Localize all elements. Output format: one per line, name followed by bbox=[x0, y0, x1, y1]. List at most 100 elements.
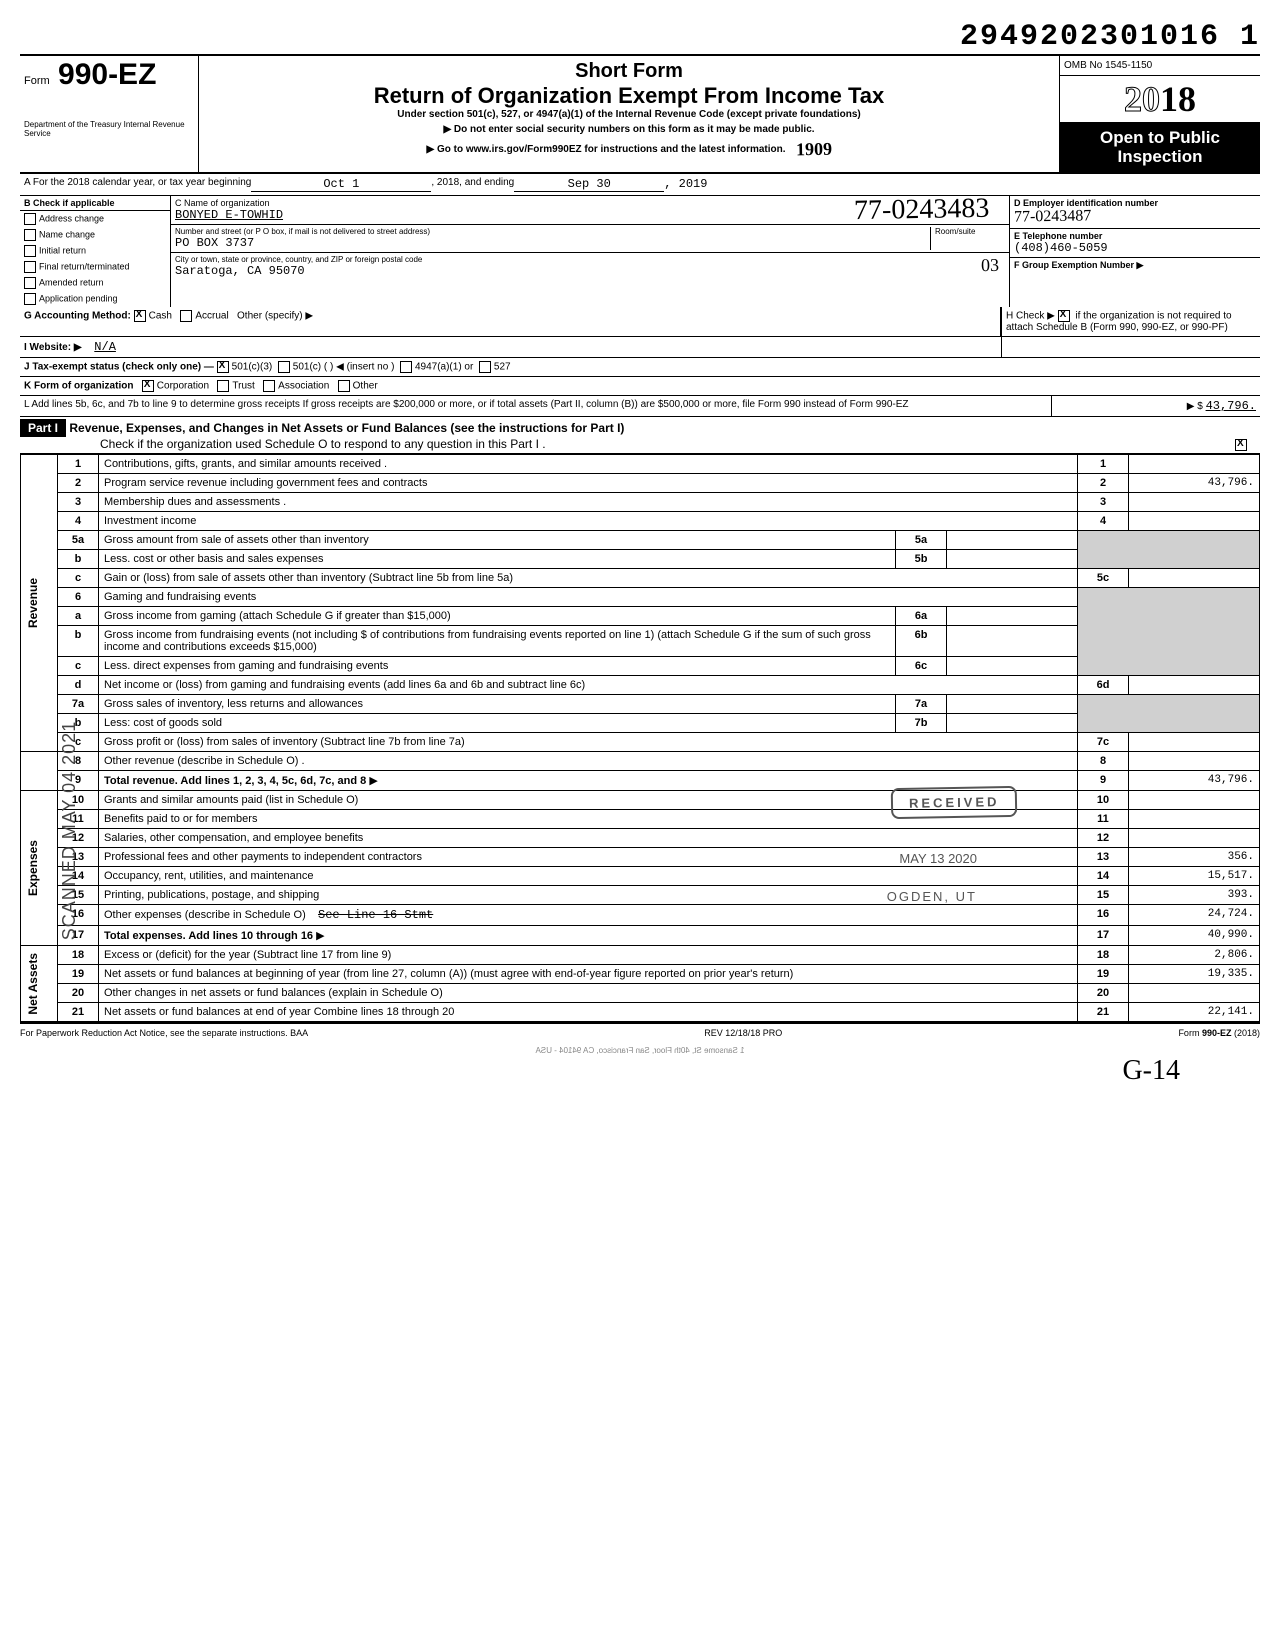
checkbox-address-change[interactable] bbox=[24, 213, 36, 225]
label-application-pending: Application pending bbox=[39, 294, 118, 304]
line-14-box: 14 bbox=[1078, 867, 1129, 886]
revenue-side-label: Revenue bbox=[26, 578, 40, 628]
line-5a-box: 5a bbox=[896, 531, 947, 550]
line-7c-val bbox=[1129, 733, 1260, 752]
line-20-box: 20 bbox=[1078, 984, 1129, 1003]
footer-mid: REV 12/18/18 PRO bbox=[704, 1028, 782, 1038]
line-6-text: Gaming and fundraising events bbox=[99, 588, 1078, 607]
subtitle: Under section 501(c), 527, or 4947(a)(1)… bbox=[207, 109, 1051, 120]
city-value: Saratoga, CA 95070 bbox=[175, 264, 305, 278]
line-13-val: 356. bbox=[1129, 848, 1260, 867]
form-header: Form 990-EZ Department of the Treasury I… bbox=[20, 54, 1260, 174]
line-4-box: 4 bbox=[1078, 512, 1129, 531]
label-final-return: Final return/terminated bbox=[39, 262, 130, 272]
part-1-label: Part I bbox=[20, 419, 66, 437]
line-14-text: Occupancy, rent, utilities, and maintena… bbox=[99, 867, 1078, 886]
signature: G-14 bbox=[20, 1055, 1260, 1087]
period-mid: , 2018, and ending bbox=[431, 177, 514, 192]
label-insert-no: ) ◀ (insert no ) bbox=[330, 362, 394, 373]
mirrored-address: 1 Sansome St, 40th Floor, San Francisco,… bbox=[20, 1046, 1260, 1055]
checkbox-amended[interactable] bbox=[24, 277, 36, 289]
line-10-box: 10 bbox=[1078, 791, 1129, 810]
checkbox-schedule-b[interactable] bbox=[1058, 310, 1070, 322]
section-h-label: H Check ▶ bbox=[1006, 311, 1055, 322]
part-1-check-line: Check if the organization used Schedule … bbox=[100, 437, 546, 451]
telephone-value: (408)460-5059 bbox=[1014, 241, 1108, 255]
line-3-text: Membership dues and assessments . bbox=[99, 493, 1078, 512]
label-other-org: Other bbox=[353, 381, 378, 392]
line-6d-val bbox=[1129, 676, 1260, 695]
form-org-label: K Form of organization bbox=[24, 381, 133, 392]
line-4-val bbox=[1129, 512, 1260, 531]
line-7b-text: Less: cost of goods sold bbox=[99, 714, 896, 733]
checkbox-501c[interactable] bbox=[278, 361, 290, 373]
checkbox-association[interactable] bbox=[263, 380, 275, 392]
label-501c: 501(c) ( bbox=[293, 362, 327, 373]
instruction-line-2: ▶ Go to www.irs.gov/Form990EZ for instru… bbox=[426, 144, 785, 155]
period-end: Sep 30 bbox=[514, 177, 664, 192]
section-def: D Employer identification number 77-0243… bbox=[1010, 196, 1260, 307]
line-1-val bbox=[1129, 455, 1260, 474]
line-21-box: 21 bbox=[1078, 1003, 1129, 1022]
footer-left: For Paperwork Reduction Act Notice, see … bbox=[20, 1028, 308, 1038]
line-19-text: Net assets or fund balances at beginning… bbox=[99, 965, 1078, 984]
line-16-val: 24,724. bbox=[1129, 905, 1260, 926]
label-amended: Amended return bbox=[39, 278, 104, 288]
section-b: B Check if applicable Address change Nam… bbox=[20, 196, 171, 307]
city-label: City or town, state or province, country… bbox=[175, 255, 1005, 264]
line-17-box: 17 bbox=[1078, 926, 1129, 946]
part-1-title: Revenue, Expenses, and Changes in Net As… bbox=[69, 421, 624, 435]
line-20-text: Other changes in net assets or fund bala… bbox=[99, 984, 1078, 1003]
room-suite-label: Room/suite bbox=[930, 227, 1005, 250]
line-7c-box: 7c bbox=[1078, 733, 1129, 752]
checkbox-527[interactable] bbox=[479, 361, 491, 373]
line-6d-box: 6d bbox=[1078, 676, 1129, 695]
line-7b-box: 7b bbox=[896, 714, 947, 733]
line-15-val: 393. bbox=[1129, 886, 1260, 905]
line-12-text: Salaries, other compensation, and employ… bbox=[99, 829, 1078, 848]
org-name: BONYED E-TOWHID bbox=[175, 208, 283, 222]
checkbox-final-return[interactable] bbox=[24, 261, 36, 273]
section-c: C Name of organization BONYED E-TOWHID 7… bbox=[171, 196, 1010, 307]
checkbox-trust[interactable] bbox=[217, 380, 229, 392]
line-8-box: 8 bbox=[1078, 752, 1129, 771]
line-7a-text: Gross sales of inventory, less returns a… bbox=[99, 695, 896, 714]
net-assets-side-label: Net Assets bbox=[26, 953, 40, 1015]
checkbox-initial-return[interactable] bbox=[24, 245, 36, 257]
stamp-date: MAY 13 2020 bbox=[899, 851, 977, 866]
line-5b-text: Less. cost or other basis and sales expe… bbox=[99, 550, 896, 569]
street-label: Number and street (or P O box, if mail i… bbox=[175, 227, 930, 236]
checkbox-corporation[interactable] bbox=[142, 380, 154, 392]
document-number: 2949202301016 1 bbox=[960, 20, 1260, 54]
ein-handwritten: 77-0243483 bbox=[853, 193, 989, 227]
section-l-text: L Add lines 5b, 6c, and 7b to line 9 to … bbox=[24, 399, 909, 410]
line-9-text: Total revenue. Add lines 1, 2, 3, 4, 5c,… bbox=[104, 775, 366, 787]
omb-number: OMB No 1545-1150 bbox=[1060, 56, 1260, 76]
ein-label: D Employer identification number bbox=[1014, 198, 1256, 208]
line-6a-text: Gross income from gaming (attach Schedul… bbox=[99, 607, 896, 626]
line-6b-pre: Gross income from fundraising events (no… bbox=[104, 629, 367, 641]
line-1-text: Contributions, gifts, grants, and simila… bbox=[99, 455, 1078, 474]
section-l-arrow: ▶ $ bbox=[1187, 401, 1203, 412]
label-cash: Cash bbox=[149, 311, 172, 322]
label-association: Association bbox=[278, 381, 329, 392]
department-label: Department of the Treasury Internal Reve… bbox=[24, 120, 194, 138]
line-16-text: Other expenses (describe in Schedule O) bbox=[104, 909, 306, 921]
line-18-val: 2,806. bbox=[1129, 946, 1260, 965]
checkbox-cash[interactable] bbox=[134, 310, 146, 322]
part-1-table: Revenue 1Contributions, gifts, grants, a… bbox=[20, 454, 1260, 1022]
line-21-text: Net assets or fund balances at end of ye… bbox=[99, 1003, 1078, 1022]
checkbox-accrual[interactable] bbox=[180, 310, 192, 322]
checkbox-schedule-o[interactable] bbox=[1235, 439, 1247, 451]
checkbox-501c3[interactable] bbox=[217, 361, 229, 373]
line-5b-box: 5b bbox=[896, 550, 947, 569]
checkbox-name-change[interactable] bbox=[24, 229, 36, 241]
checkbox-other-org[interactable] bbox=[338, 380, 350, 392]
checkbox-application-pending[interactable] bbox=[24, 293, 36, 305]
open-to-public: Open to Public Inspection bbox=[1060, 123, 1260, 172]
street-address: PO BOX 3737 bbox=[175, 236, 254, 250]
line-9-box: 9 bbox=[1078, 771, 1129, 791]
line-5a-text: Gross amount from sale of assets other t… bbox=[99, 531, 896, 550]
checkbox-4947[interactable] bbox=[400, 361, 412, 373]
section-b-label: B Check if applicable bbox=[20, 196, 170, 211]
